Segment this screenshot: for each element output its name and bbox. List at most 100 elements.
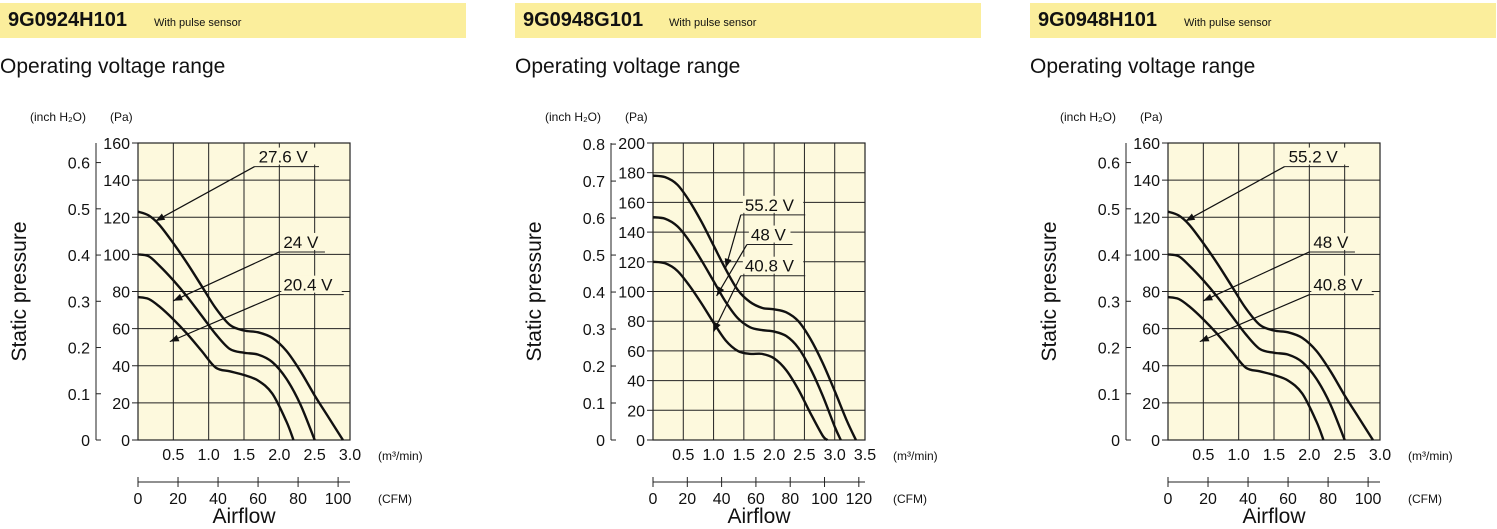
y-tick-label-pa: 120	[103, 210, 130, 227]
y-tick-label-pa: 0	[636, 433, 645, 450]
x-tick-label: 1.5	[233, 447, 255, 464]
y-tick-label-inch: 0.4	[68, 248, 90, 265]
cfm-tick-label: 0	[1164, 491, 1173, 508]
model-header: 9G0924H101 With pulse sensor	[0, 3, 466, 38]
y-tick-label-pa: 160	[618, 195, 645, 212]
y-tick-label-pa: 160	[1133, 136, 1160, 153]
y-tick-label-pa: 120	[618, 255, 645, 272]
x-tick-label: 0.5	[1192, 447, 1214, 464]
x-tick-label: 2.5	[304, 447, 326, 464]
y-tick-label-pa: 140	[103, 173, 130, 190]
cfm-tick-label: 60	[747, 491, 765, 508]
annotation-label-bg	[1311, 275, 1372, 293]
chart-title: Operating voltage range	[0, 55, 226, 78]
annotation-label-bg	[1311, 232, 1353, 250]
series-line	[1167, 295, 1325, 441]
y-tick-label-inch: 0.2	[68, 341, 90, 358]
y-tick-label-pa: 20	[627, 403, 645, 420]
annotation-label-bg	[748, 225, 791, 243]
y-tick-label-inch: 0.2	[1098, 341, 1120, 358]
y-tick-label-pa: 40	[627, 374, 645, 391]
y-tick-label-inch: 0	[596, 433, 605, 450]
y-tick-label-pa: 80	[1142, 285, 1160, 302]
cfm-tick-label: 20	[169, 491, 187, 508]
y-tick-label-inch: 0.7	[583, 174, 605, 191]
annotation-arrowhead	[1185, 213, 1196, 221]
chart-title: Operating voltage range	[515, 55, 741, 78]
y-tick-label-pa: 40	[1142, 359, 1160, 376]
x-tick-label: 0.5	[672, 447, 694, 464]
annotation-label: 55.2 V	[1289, 148, 1339, 167]
annotation-label-bg	[742, 256, 804, 274]
annotation-arrowhead	[1203, 293, 1213, 301]
x-tick-label: 2.0	[268, 447, 290, 464]
x-tick-label: 3.0	[824, 447, 846, 464]
annotation-leader	[1185, 166, 1285, 222]
annotation-arrowhead	[169, 334, 180, 342]
annotation-arrowhead	[1199, 334, 1210, 342]
y-axis-label: Static pressure	[523, 221, 546, 361]
y-axis-label: Static pressure	[1038, 221, 1061, 361]
series-line	[652, 174, 857, 441]
y-tick-label-inch: 0.5	[68, 202, 90, 219]
x-tick-label: 1.5	[733, 447, 755, 464]
y-tick-label-pa: 180	[618, 166, 645, 183]
y-tick-label-inch: 0.5	[583, 248, 605, 265]
y-tick-label-inch: 0.4	[1098, 248, 1120, 265]
x-axis-label: Airflow	[1242, 505, 1306, 528]
x-axis-label: Airflow	[212, 505, 276, 528]
y-unit-pa: (Pa)	[625, 110, 648, 124]
y-tick-label-pa: 120	[1133, 210, 1160, 227]
y-tick-label-pa: 140	[1133, 173, 1160, 190]
x-tick-label: 1.0	[702, 447, 724, 464]
y-tick-label-pa: 0	[1151, 433, 1160, 450]
y-tick-label-pa: 40	[112, 359, 130, 376]
annotation-arrowhead	[155, 213, 166, 221]
y-tick-label-inch: 0.3	[583, 322, 605, 339]
x-unit-cfm: (CFM)	[378, 492, 412, 506]
model-number: 9G0948H101	[1038, 9, 1157, 31]
annotation-leader	[1199, 294, 1310, 343]
x-tick-label: 1.0	[198, 447, 220, 464]
annotation-arrowhead	[713, 321, 721, 332]
pq-chart: 0.5 1.0 1.5 2.0 2.5 3.0 0 20 40 60 80 100 120 140 160 0…	[1038, 110, 1453, 528]
y-unit-inch: (inch H₂O)	[30, 110, 86, 124]
y-tick-label-pa: 60	[627, 344, 645, 361]
annotation-label-bg	[1286, 147, 1347, 165]
cfm-tick-label: 100	[811, 491, 838, 508]
annotation-label: 40.8 V	[745, 257, 795, 276]
annotation-leader	[169, 294, 280, 343]
pq-chart: 0.5 1.0 1.5 2.0 2.5 3.0 0 20 40 60 80 100 120 140 160 0…	[8, 110, 423, 528]
pq-chart: 0.5 1.0 1.5 2.0 2.5 3.0 3.5 0 20 40 60 80 100 120 140 1…	[523, 110, 938, 528]
annotation-label: 24 V	[283, 233, 319, 252]
y-tick-label-inch: 0.2	[583, 359, 605, 376]
cfm-tick-label: 0	[134, 491, 143, 508]
annotation-label-bg	[742, 195, 804, 213]
x-tick-label: 2.0	[763, 447, 785, 464]
cfm-tick-label: 0	[649, 491, 658, 508]
model-header: 9G0948H101 With pulse sensor	[1030, 3, 1496, 38]
annotation-label-bg	[281, 232, 323, 250]
annotation-leader	[155, 166, 255, 222]
y-tick-label-inch: 0.3	[1098, 294, 1120, 311]
annotation-arrowhead	[716, 286, 725, 296]
y-tick-label-pa: 0	[121, 433, 130, 450]
cfm-tick-label: 60	[1279, 491, 1297, 508]
series-line	[652, 260, 829, 441]
y-tick-label-pa: 140	[618, 225, 645, 242]
y-tick-label-inch: 0.5	[1098, 202, 1120, 219]
annotation-label: 27.6 V	[259, 148, 309, 167]
model-header: 9G0948G101 With pulse sensor	[515, 3, 981, 38]
y-tick-label-pa: 80	[112, 285, 130, 302]
chart-title: Operating voltage range	[1030, 55, 1256, 78]
annotation-leader	[725, 214, 742, 268]
annotation-label-bg	[281, 275, 342, 293]
annotation-leader	[716, 244, 748, 297]
model-number: 9G0948G101	[523, 9, 644, 31]
cfm-tick-label: 60	[249, 491, 267, 508]
y-tick-label-pa: 100	[103, 247, 130, 264]
y-tick-label-inch: 0.1	[583, 396, 605, 413]
x-unit-m3: (m³/min)	[893, 449, 938, 463]
x-tick-label: 3.0	[1369, 447, 1391, 464]
y-unit-pa: (Pa)	[1140, 110, 1163, 124]
